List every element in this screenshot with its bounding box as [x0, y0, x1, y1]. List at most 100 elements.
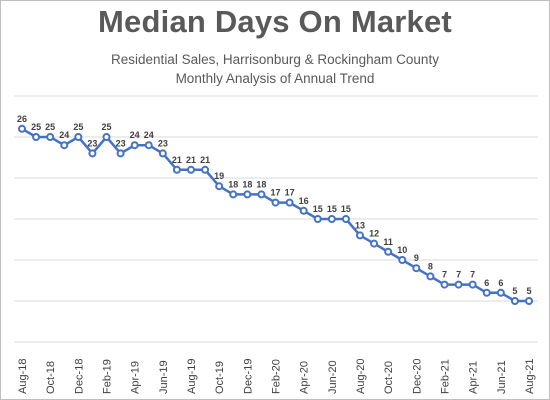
data-label: 16 — [299, 196, 309, 206]
chart-subtitle-secondary: Monthly Analysis of Annual Trend — [175, 71, 375, 86]
data-label: 24 — [130, 130, 140, 140]
data-point — [384, 247, 393, 256]
data-label: 24 — [144, 130, 154, 140]
data-point — [144, 141, 153, 150]
data-point — [313, 215, 322, 223]
x-tick-label: Jun-19 — [158, 360, 170, 394]
x-tick-label: Jun-21 — [496, 360, 508, 394]
data-point — [525, 297, 533, 305]
x-tick-label: Feb-20 — [271, 359, 283, 394]
data-label: 17 — [270, 188, 280, 198]
x-tick-label: Apr-21 — [468, 361, 480, 394]
data-point — [370, 239, 379, 248]
x-axis-tick-labels: Aug-18 Oct-18 Dec-18 Feb-19 Apr-19 Jun-19 Aug-… — [17, 359, 536, 394]
data-label: 25 — [31, 122, 41, 132]
data-label: 15 — [327, 204, 337, 214]
data-point — [88, 149, 97, 158]
data-point — [74, 133, 83, 141]
data-label: 26 — [17, 114, 27, 124]
data-label: 18 — [256, 179, 266, 189]
data-point — [496, 288, 505, 297]
data-label: 21 — [200, 155, 210, 165]
data-point — [341, 215, 350, 223]
x-tick-label: Dec-20 — [411, 359, 423, 394]
data-point — [18, 124, 26, 133]
data-label: 25 — [73, 122, 83, 132]
x-tick-label: Oct-20 — [383, 361, 395, 394]
data-label: 5 — [526, 286, 531, 296]
data-point — [215, 182, 224, 191]
x-tick-label: Apr-20 — [299, 361, 311, 394]
data-points — [18, 124, 533, 305]
data-point — [32, 133, 41, 141]
chart-subtitle: Residential Sales, Harrisonburg & Rockin… — [111, 52, 439, 67]
data-point — [130, 141, 139, 150]
data-label: 7 — [442, 270, 447, 280]
data-label: 7 — [470, 270, 475, 280]
data-point — [327, 215, 336, 223]
data-label: 23 — [116, 138, 126, 148]
data-point — [116, 149, 125, 158]
data-point — [412, 264, 421, 273]
x-tick-label: Aug-20 — [355, 359, 367, 394]
data-label: 10 — [397, 245, 407, 255]
data-point — [426, 272, 435, 281]
data-label: 6 — [484, 278, 489, 288]
x-tick-label: Feb-21 — [440, 359, 452, 394]
x-tick-label: Apr-19 — [130, 361, 142, 394]
data-point — [102, 133, 111, 141]
data-label: 24 — [59, 130, 69, 140]
data-point — [440, 280, 449, 289]
data-point — [172, 165, 181, 174]
gridlines — [14, 95, 538, 343]
data-label: 23 — [158, 138, 168, 148]
data-point — [229, 190, 238, 199]
data-point — [158, 149, 167, 158]
data-label: 23 — [87, 138, 97, 148]
data-label: 25 — [45, 122, 55, 132]
data-point — [271, 198, 280, 207]
data-point — [454, 280, 463, 289]
data-point — [187, 165, 195, 174]
data-point — [398, 256, 407, 264]
x-tick-label: Oct-19 — [214, 361, 226, 394]
data-point — [299, 206, 308, 215]
data-label: 15 — [341, 204, 351, 214]
data-label: 17 — [285, 188, 295, 198]
series-median-days — [21, 127, 529, 303]
data-label: 18 — [242, 179, 252, 189]
data-point — [510, 297, 519, 305]
chart-title: Median Days On Market — [98, 4, 452, 39]
x-tick-label: Feb-19 — [102, 359, 114, 394]
data-label: 19 — [214, 171, 224, 181]
data-label: 15 — [313, 204, 323, 214]
data-point — [60, 141, 69, 150]
data-label: 21 — [186, 155, 196, 165]
data-label: 25 — [101, 122, 111, 132]
data-point — [356, 231, 364, 240]
series-line — [21, 127, 529, 303]
x-tick-label: Oct-18 — [45, 361, 57, 394]
data-point — [257, 190, 266, 199]
x-tick-label: Dec-19 — [242, 359, 254, 394]
data-point — [285, 198, 294, 207]
x-tick-label: Dec-18 — [73, 359, 85, 394]
data-label: 9 — [414, 253, 419, 263]
data-label: 12 — [369, 229, 379, 239]
data-labels: 26 25 25 24 25 23 25 23 24 24 23 21 21 21 19 18 18 18 17 17… — [17, 114, 532, 296]
data-point — [468, 280, 477, 289]
data-label: 6 — [498, 278, 503, 288]
data-point — [482, 288, 491, 297]
x-tick-label: Aug-18 — [17, 359, 29, 394]
data-label: 5 — [512, 286, 517, 296]
data-label: 11 — [383, 237, 393, 247]
data-label: 8 — [428, 261, 433, 271]
data-point — [46, 133, 55, 141]
data-label: 7 — [456, 270, 461, 280]
x-tick-label: Aug-21 — [524, 359, 536, 394]
data-label: 21 — [172, 155, 182, 165]
data-label: 13 — [355, 220, 365, 230]
x-tick-label: Aug-19 — [186, 359, 198, 394]
data-point — [201, 165, 210, 174]
